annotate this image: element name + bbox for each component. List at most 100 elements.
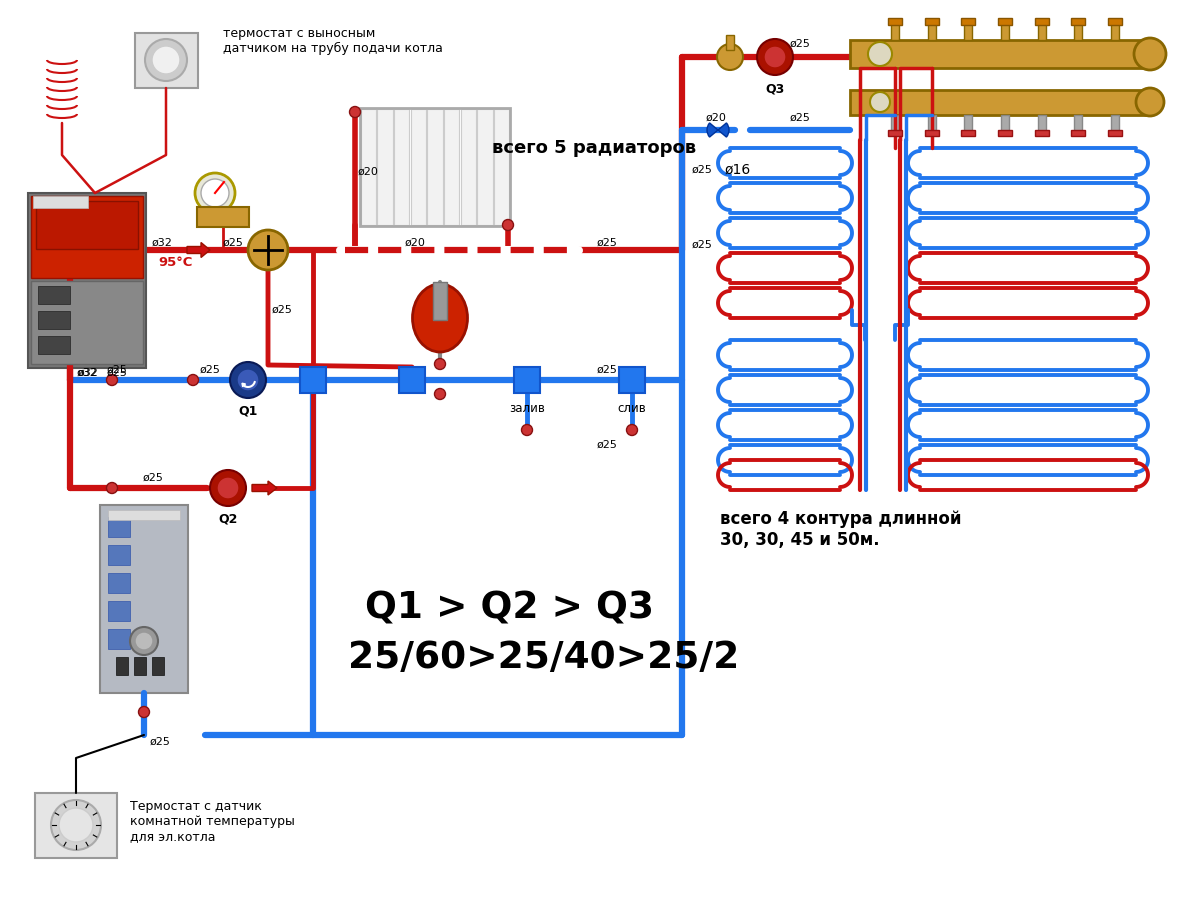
Text: ø32: ø32 (78, 368, 98, 378)
Bar (108, 573, 129, 593)
Text: ø25: ø25 (223, 238, 243, 248)
FancyArrow shape (242, 383, 246, 387)
Bar (924, 130, 939, 136)
Circle shape (107, 374, 118, 385)
Bar (108, 510, 180, 520)
Circle shape (868, 42, 892, 66)
Bar (1108, 130, 1122, 136)
Circle shape (522, 425, 532, 436)
Circle shape (627, 425, 638, 436)
Circle shape (764, 46, 787, 68)
Bar (1111, 22, 1119, 40)
Text: ø25: ø25 (150, 737, 171, 747)
Text: ø25: ø25 (597, 440, 617, 450)
Bar (399, 367, 424, 393)
Circle shape (434, 358, 446, 370)
Text: ø32: ø32 (77, 368, 98, 378)
Text: слив: слив (617, 402, 646, 415)
Bar (924, 18, 939, 25)
Text: ø25: ø25 (692, 165, 713, 175)
Circle shape (135, 632, 153, 650)
Bar (135, 33, 198, 88)
Bar (727, 35, 734, 50)
Circle shape (187, 374, 199, 385)
Text: ø25: ø25 (200, 365, 221, 375)
Bar (108, 601, 129, 621)
Circle shape (230, 362, 266, 398)
Bar (998, 130, 1012, 136)
Bar (38, 286, 70, 304)
Circle shape (152, 46, 180, 74)
Text: термостат с выносным
датчиком на трубу подачи котла: термостат с выносным датчиком на трубу п… (223, 27, 442, 55)
Bar (1108, 18, 1122, 25)
Bar (1035, 130, 1049, 136)
Text: Q3: Q3 (765, 82, 784, 95)
Bar (928, 22, 935, 40)
Circle shape (1134, 38, 1165, 70)
Bar (411, 109, 426, 225)
Bar (360, 108, 510, 226)
Bar (1035, 18, 1049, 25)
Bar (1001, 22, 1010, 40)
Text: Q1 > Q2 > Q3: Q1 > Q2 > Q3 (364, 590, 653, 626)
Text: ø20: ø20 (359, 167, 379, 177)
Circle shape (502, 220, 513, 230)
Circle shape (107, 482, 118, 493)
Text: ø25: ø25 (143, 473, 164, 483)
Bar (108, 517, 129, 537)
Circle shape (145, 39, 187, 81)
Bar (460, 109, 476, 225)
Ellipse shape (412, 284, 468, 352)
Bar (134, 657, 146, 675)
Bar (998, 18, 1012, 25)
Text: ø25: ø25 (790, 39, 811, 49)
Bar (891, 22, 899, 40)
Circle shape (870, 92, 890, 112)
Bar (152, 657, 164, 675)
Text: залив: залив (510, 402, 544, 415)
Wedge shape (707, 123, 718, 137)
Circle shape (1135, 88, 1164, 116)
Text: ø25: ø25 (692, 240, 713, 250)
Text: ø32: ø32 (152, 238, 173, 248)
Bar (928, 115, 935, 133)
FancyArrow shape (252, 481, 277, 495)
Text: всего 5 радиаторов: всего 5 радиаторов (492, 139, 697, 157)
Bar (1072, 18, 1085, 25)
Circle shape (349, 106, 361, 118)
Bar (1074, 22, 1083, 40)
Bar (1072, 130, 1085, 136)
Bar (34, 196, 88, 208)
Text: ø25: ø25 (597, 238, 617, 248)
Circle shape (195, 173, 235, 213)
Bar (1111, 115, 1119, 133)
Bar (964, 115, 972, 133)
Text: ø25: ø25 (597, 365, 617, 375)
Text: ø20: ø20 (405, 238, 426, 248)
Bar (619, 367, 645, 393)
Bar (850, 90, 1150, 115)
Bar (1074, 115, 1083, 133)
Circle shape (434, 389, 446, 400)
Bar (962, 18, 975, 25)
Bar (31, 196, 143, 278)
Text: ø25: ø25 (107, 368, 128, 378)
Text: ø16: ø16 (725, 163, 752, 177)
Bar (38, 311, 70, 329)
Bar (1037, 115, 1046, 133)
Bar (850, 40, 1150, 68)
Bar (31, 281, 143, 364)
Circle shape (217, 477, 239, 499)
Bar (36, 201, 138, 249)
Bar (888, 130, 902, 136)
Bar (962, 130, 975, 136)
Circle shape (139, 706, 150, 717)
Text: 25/60>25/40>25/2: 25/60>25/40>25/2 (348, 640, 740, 676)
Bar (197, 207, 249, 227)
Bar (394, 109, 409, 225)
Bar (514, 367, 540, 393)
Text: всего 4 контура длинной
30, 30, 45 и 50м.: всего 4 контура длинной 30, 30, 45 и 50м… (721, 510, 962, 549)
Text: Термостат с датчик
комнатной температуры
для эл.котла: Термостат с датчик комнатной температуры… (129, 800, 295, 843)
Bar (378, 109, 392, 225)
Bar (361, 109, 375, 225)
